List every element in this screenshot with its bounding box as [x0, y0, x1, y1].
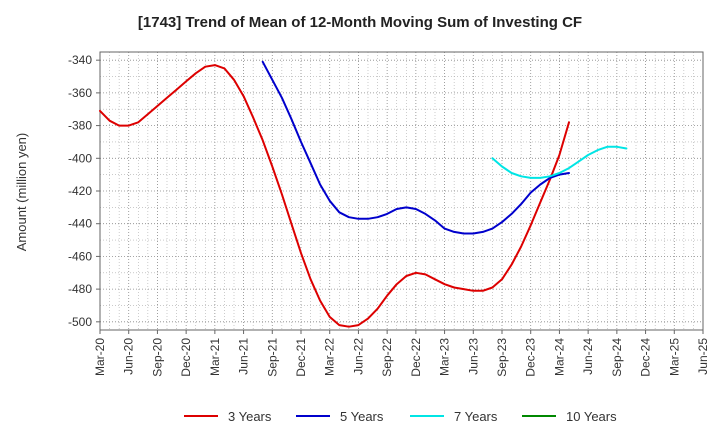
- x-tick-label: Dec-20: [179, 338, 193, 377]
- y-tick-label: -360: [68, 86, 92, 100]
- legend: 3 Years 5 Years 7 Years 10 Years: [0, 406, 720, 426]
- x-tick-label: Mar-21: [208, 338, 222, 376]
- legend-label-7-years: 7 Years: [454, 408, 498, 424]
- x-tick-label: Jun-24: [581, 338, 595, 375]
- x-tick-label: Dec-24: [639, 338, 653, 377]
- legend-item-3-years: 3 Years: [184, 406, 271, 426]
- x-tick-label: Sep-21: [265, 338, 279, 377]
- x-tick-label: Dec-23: [524, 338, 538, 377]
- series-line-3-years: [99, 64, 570, 328]
- x-tick-label: Mar-22: [323, 338, 337, 376]
- x-tick-label: Sep-23: [495, 338, 509, 377]
- legend-swatch-10-years: [522, 415, 556, 417]
- y-tick-label: -460: [68, 249, 92, 263]
- legend-swatch-3-years: [184, 415, 218, 417]
- y-tick-label: -400: [68, 151, 92, 165]
- x-tick-label: Mar-24: [552, 338, 566, 376]
- y-tick-label: -480: [68, 282, 92, 296]
- legend-swatch-5-years: [296, 415, 330, 417]
- x-tick-label: Dec-22: [409, 338, 423, 377]
- legend-item-10-years: 10 Years: [522, 406, 617, 426]
- legend-label-5-years: 5 Years: [340, 408, 384, 424]
- y-tick-label: -420: [68, 184, 92, 198]
- x-tick-label: Sep-24: [610, 338, 624, 377]
- legend-swatch-7-years: [410, 415, 444, 417]
- y-tick-label: -500: [68, 315, 92, 329]
- x-tick-label: Sep-20: [150, 338, 164, 377]
- x-tick-label: Jun-22: [351, 338, 365, 375]
- legend-label-3-years: 3 Years: [228, 408, 272, 424]
- x-tick-label: Jun-23: [466, 338, 480, 375]
- x-tick-label: Mar-20: [93, 338, 107, 376]
- x-tick-label: Mar-25: [667, 338, 681, 376]
- series-line-7-years: [491, 145, 628, 179]
- series-line-5-years: [261, 60, 570, 235]
- x-tick-label: Dec-21: [294, 338, 308, 377]
- x-tick-label: Sep-22: [380, 338, 394, 377]
- x-tick-label: Jun-20: [122, 338, 136, 375]
- x-tick-label: Mar-23: [438, 338, 452, 376]
- legend-label-10-years: 10 Years: [566, 408, 617, 424]
- legend-item-7-years: 7 Years: [410, 406, 497, 426]
- y-tick-label: -380: [68, 119, 92, 133]
- chart-title: [1743] Trend of Mean of 12-Month Moving …: [137, 14, 583, 31]
- plot-background: [100, 52, 703, 330]
- y-tick-label: -340: [68, 53, 92, 67]
- y-tick-label: -440: [68, 217, 92, 231]
- x-tick-label: Jun-25: [696, 338, 710, 375]
- x-tick-label: Jun-21: [237, 338, 251, 375]
- legend-item-5-years: 5 Years: [296, 406, 383, 426]
